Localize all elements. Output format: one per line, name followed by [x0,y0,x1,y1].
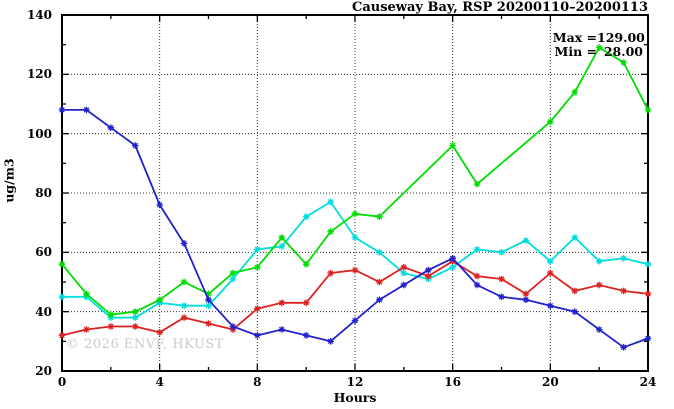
x-tick-label: 24 [639,375,657,389]
y-tick-label: 20 [35,364,52,378]
y-tick-label: 140 [26,8,52,22]
x-tick-label: 4 [155,375,164,389]
max-annotation: Max = 129.00 [552,30,645,45]
max-label: Max = [552,30,597,45]
series-markers-blue [58,106,652,351]
min-value: 28.00 [603,43,643,59]
series-markers-red [58,257,652,339]
y-tick-label: 40 [35,304,52,319]
y-tick-label: 80 [35,186,52,200]
x-tick-label: 8 [253,375,262,389]
x-tick-label: 20 [541,375,559,389]
max-value: 129.00 [597,30,645,45]
min-annotation: Min = 28.00 [553,43,644,59]
x-tick-label: 0 [57,375,67,389]
x-tick-label: 16 [444,375,461,389]
x-axis-title: Hours [333,390,377,405]
plot-frame [61,14,649,372]
y-tick-label: 100 [26,126,52,141]
y-tick-label: 60 [35,245,52,260]
watermark: © 2026 ENVF, HKUST [66,337,224,352]
y-axis-title: ug/m3 [1,158,17,203]
series-markers-green [58,44,652,318]
maxmin-annotation: Max = 129.00 Min = 28.00 [552,30,645,59]
y-tick-label: 120 [26,67,52,82]
x-tick-label: 12 [346,375,364,389]
chart-title: Causeway Bay, RSP 20200110–20200113 [352,0,648,15]
min-label: Min = [554,43,598,59]
